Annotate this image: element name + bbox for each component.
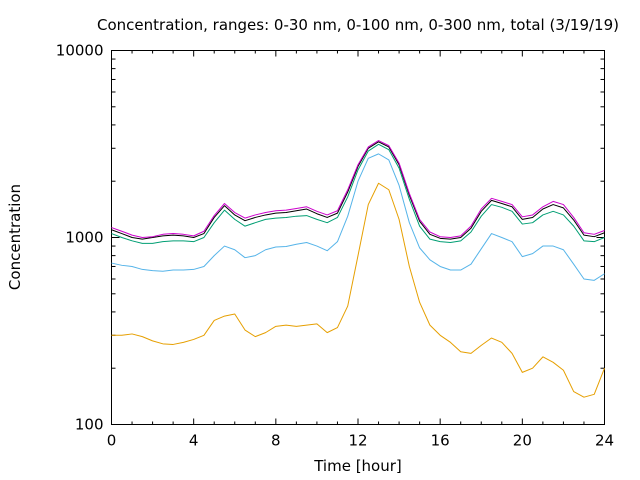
series-line-5	[111, 140, 605, 238]
y-tick-label: 10000	[56, 42, 104, 60]
x-tick-label: 20	[513, 432, 532, 450]
series-layer	[111, 140, 605, 398]
x-tick-label: 16	[431, 432, 450, 450]
axis-ticks: 0 4 8 12 16 20 24 100 1000 10000	[56, 42, 614, 450]
y-tick-label: 100	[75, 416, 104, 434]
x-tick-label: 8	[271, 432, 281, 450]
y-axis-label: Concentration	[6, 184, 24, 290]
chart-title: Concentration, ranges: 0-30 nm, 0-100 nm…	[97, 16, 619, 34]
x-tick-label: 24	[595, 432, 614, 450]
x-tick-label: 0	[107, 432, 117, 450]
series-line-2	[111, 153, 605, 281]
series-line-1	[111, 182, 605, 398]
series-line-4	[111, 141, 605, 240]
series-line-3	[111, 143, 605, 244]
x-tick-label: 4	[189, 432, 199, 450]
y-tick-label: 1000	[65, 229, 103, 247]
x-axis-label: Time [hour]	[313, 457, 402, 475]
plot-frame	[111, 50, 605, 425]
x-tick-label: 12	[348, 432, 367, 450]
